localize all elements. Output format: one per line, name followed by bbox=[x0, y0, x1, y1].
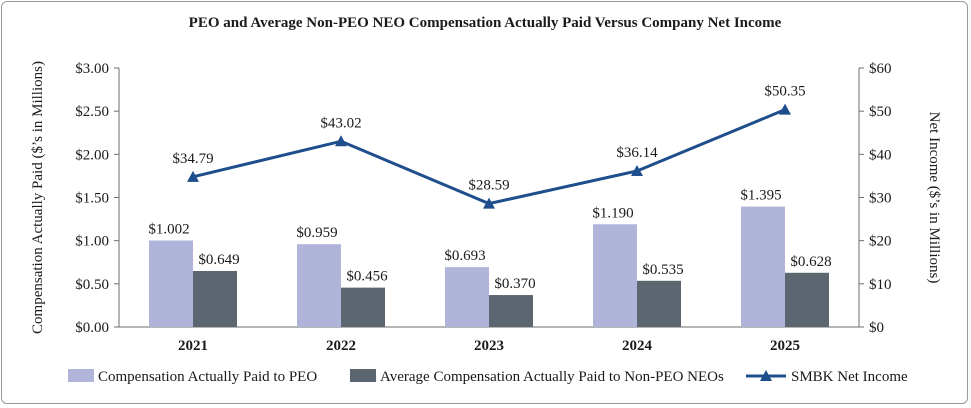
x-category-label: 2023 bbox=[474, 338, 504, 354]
net-income-label: $50.35 bbox=[764, 84, 805, 100]
peo-bar-label: $0.693 bbox=[444, 248, 485, 264]
right-tick-label: $10 bbox=[869, 277, 892, 293]
non-peo-bar-label: $0.456 bbox=[346, 269, 388, 285]
net-income-marker bbox=[631, 164, 643, 176]
legend: Compensation Actually Paid to PEO Average… bbox=[68, 369, 908, 385]
non-peo-bar-label: $0.535 bbox=[642, 262, 683, 278]
right-tick-label: $50 bbox=[869, 104, 892, 120]
non-peo-bar bbox=[637, 280, 681, 327]
peo-bar-label: $1.002 bbox=[148, 221, 189, 237]
left-tick-label: $2.50 bbox=[75, 104, 109, 120]
non-peo-bar-label: $0.628 bbox=[790, 254, 831, 270]
net-income-line bbox=[187, 103, 791, 209]
non-peo-bar bbox=[489, 295, 533, 327]
peo-bar bbox=[741, 206, 785, 327]
x-category-label: 2022 bbox=[326, 338, 356, 354]
net-income-marker bbox=[483, 197, 495, 209]
non-peo-bar bbox=[785, 272, 829, 327]
non-peo-bar-label: $0.649 bbox=[198, 252, 239, 268]
right-tick-label: $0 bbox=[869, 320, 884, 336]
non-peo-bar bbox=[193, 270, 237, 327]
peo-bar-label: $1.190 bbox=[592, 205, 633, 221]
x-category-label: 2024 bbox=[622, 338, 653, 354]
net-income-marker bbox=[187, 170, 199, 182]
left-tick-label: $0.50 bbox=[75, 277, 109, 293]
non-peo-bar bbox=[341, 287, 385, 327]
data-labels: $1.002 $0.959 $0.693 $1.190 $1.395 $0.649 $0.4… bbox=[148, 84, 831, 292]
legend-swatch-peo bbox=[68, 369, 94, 382]
left-tick-label: $2.00 bbox=[75, 147, 109, 163]
left-axis-title: Compensation Actually Paid ($’s in Milli… bbox=[30, 61, 46, 334]
right-axis-title: Net Income ($’s in Millions) bbox=[926, 112, 942, 284]
x-category-label: 2025 bbox=[770, 338, 800, 354]
right-tick-label: $30 bbox=[869, 191, 892, 207]
left-tick-label: $3.00 bbox=[75, 61, 109, 77]
right-tick-label: $20 bbox=[869, 234, 892, 250]
net-income-marker bbox=[779, 103, 791, 115]
net-income-label: $34.79 bbox=[172, 151, 213, 167]
peo-bar bbox=[593, 224, 637, 327]
net-income-label: $36.14 bbox=[616, 145, 658, 161]
legend-label-non-peo: Average Compensation Actually Paid to No… bbox=[380, 369, 724, 385]
peo-bar-label: $1.395 bbox=[740, 188, 781, 204]
chart-title: PEO and Average Non-PEO NEO Compensation… bbox=[189, 15, 782, 31]
axes: $0.00 $0.50 $1.00 $1.50 $2.00 $2.50 $3.00 $0 $10… bbox=[30, 61, 942, 354]
legend-marker-net-income bbox=[760, 370, 772, 381]
x-category-label: 2021 bbox=[178, 338, 208, 354]
legend-label-peo: Compensation Actually Paid to PEO bbox=[98, 369, 317, 385]
peo-bar bbox=[149, 240, 193, 327]
legend-swatch-non-peo bbox=[350, 369, 376, 382]
left-tick-label: $1.50 bbox=[75, 191, 109, 207]
peo-bar bbox=[445, 267, 489, 327]
right-tick-label: $40 bbox=[869, 147, 892, 163]
net-income-marker bbox=[335, 135, 347, 147]
peo-bar-label: $0.959 bbox=[296, 225, 337, 241]
net-income-label: $43.02 bbox=[320, 115, 361, 131]
right-tick-label: $60 bbox=[869, 61, 892, 77]
peo-bar bbox=[297, 244, 341, 327]
bars bbox=[149, 206, 829, 327]
legend-label-net-income: SMBK Net Income bbox=[791, 369, 908, 385]
left-tick-label: $0.00 bbox=[75, 320, 109, 336]
net-income-label: $28.59 bbox=[468, 178, 509, 194]
non-peo-bar-label: $0.370 bbox=[494, 276, 535, 292]
left-tick-label: $1.00 bbox=[75, 234, 109, 250]
